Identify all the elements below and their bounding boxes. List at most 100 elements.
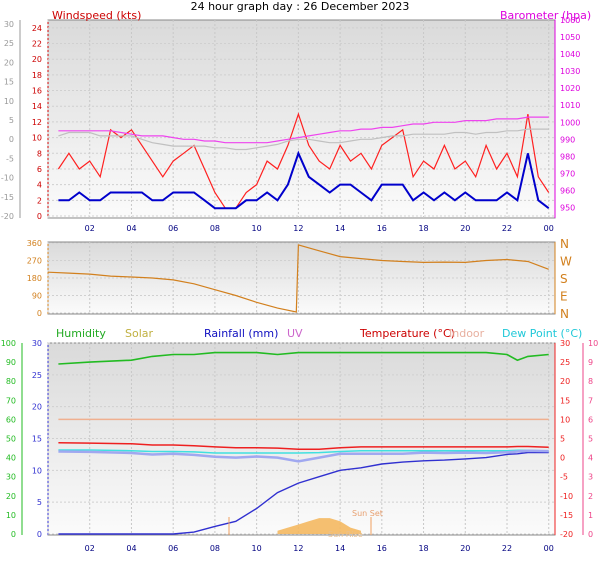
barometer-tick-950: 950 bbox=[560, 203, 575, 212]
x-tick-label-06: 06 bbox=[168, 544, 178, 553]
x-tick-label-14: 14 bbox=[335, 224, 345, 233]
barometer-tick-1030: 1030 bbox=[560, 67, 580, 76]
gust-tick-0: 0 bbox=[9, 135, 14, 144]
rainfall-label: Rainfall (mm) bbox=[204, 327, 278, 340]
x-tick-label-22: 22 bbox=[502, 544, 512, 553]
x-tick-label-02: 02 bbox=[85, 544, 95, 553]
rainfall-tick-10: 10 bbox=[32, 466, 42, 475]
x-tick-label-08: 08 bbox=[210, 544, 220, 553]
windspeed-tick-8: 8 bbox=[37, 149, 42, 158]
barometer-tick-1050: 1050 bbox=[560, 33, 580, 42]
uv-label: UV bbox=[287, 327, 303, 340]
multi-series bbox=[58, 351, 549, 535]
temperature-tick-0: 0 bbox=[560, 454, 565, 463]
barometer-tick-980: 980 bbox=[560, 152, 575, 161]
temperature-tick-5: 5 bbox=[560, 435, 565, 444]
x-tick-label-20: 20 bbox=[460, 544, 470, 553]
barometer-tick-1040: 1040 bbox=[560, 50, 580, 59]
uv-tick-6: 6 bbox=[588, 415, 593, 424]
direction-series bbox=[47, 244, 549, 313]
direction-tick-270: 270 bbox=[27, 257, 42, 266]
wind-series bbox=[57, 112, 550, 210]
multi-x-ticks: 02 04 06 08 10 12 14 16 18 20 22 00 bbox=[85, 544, 554, 553]
x-tick-label-06: 06 bbox=[168, 224, 178, 233]
rainfall-tick-25: 25 bbox=[32, 371, 42, 380]
windspeed-axis-label: Windspeed (kts) bbox=[52, 9, 141, 22]
humidity-tick-30: 30 bbox=[6, 473, 16, 482]
rain-line bbox=[58, 451, 549, 535]
x-tick-label-18: 18 bbox=[418, 224, 428, 233]
direction-tick-180: 180 bbox=[27, 274, 42, 283]
gust-line bbox=[58, 128, 549, 151]
dew-line bbox=[58, 449, 549, 454]
uv-tick-5: 5 bbox=[588, 435, 593, 444]
temperature-tick--5: -5 bbox=[560, 473, 568, 482]
rainfall-tick-30: 30 bbox=[32, 339, 42, 348]
compass-label-W: W bbox=[560, 255, 572, 269]
windspeed-tick-4: 4 bbox=[37, 181, 42, 190]
x-tick-label-14: 14 bbox=[335, 544, 345, 553]
humidity-tick-10: 10 bbox=[6, 511, 16, 520]
x-tick-label-16: 16 bbox=[377, 544, 387, 553]
graph-title: 24 hour graph day : 26 December 2023 bbox=[191, 0, 410, 13]
humidity-tick-70: 70 bbox=[6, 396, 16, 405]
gust-tick--5: -5 bbox=[6, 154, 14, 163]
uv-tick-0: 0 bbox=[588, 530, 593, 539]
windspeed-tick-12: 12 bbox=[32, 118, 42, 127]
multi-ticks: 0510152025300102030405060708090100-20-15… bbox=[1, 339, 598, 539]
barometer-tick-970: 970 bbox=[560, 169, 575, 178]
temperature-tick-15: 15 bbox=[560, 396, 570, 405]
uv-tick-3: 3 bbox=[588, 473, 593, 482]
uv-tick-8: 8 bbox=[588, 377, 593, 386]
x-tick-label-12: 12 bbox=[293, 544, 303, 553]
gust-tick-25: 25 bbox=[4, 39, 14, 48]
barometer-tick-990: 990 bbox=[560, 135, 575, 144]
rainfall-tick-5: 5 bbox=[37, 498, 42, 507]
temperature-tick--20: -20 bbox=[560, 530, 573, 539]
windspeed-tick-2: 2 bbox=[37, 196, 42, 205]
x-tick-label-18: 18 bbox=[418, 544, 428, 553]
windavg-line bbox=[58, 150, 550, 210]
temp-line bbox=[58, 441, 549, 450]
barometer-line bbox=[58, 116, 549, 144]
humidity-label: Humidity bbox=[56, 327, 106, 340]
solar-area bbox=[277, 518, 361, 534]
rainfall-tick-20: 20 bbox=[32, 403, 42, 412]
x-tick-label-04: 04 bbox=[126, 224, 136, 233]
x-tick-label-10: 10 bbox=[252, 544, 262, 553]
barometer-tick-1010: 1010 bbox=[560, 101, 580, 110]
x-tick-label-22: 22 bbox=[502, 224, 512, 233]
rainfall-tick-0: 0 bbox=[37, 530, 42, 539]
gust-tick-5: 5 bbox=[9, 116, 14, 125]
tempgray-line bbox=[58, 449, 549, 463]
uv-tick-9: 9 bbox=[588, 358, 593, 367]
humidity-line bbox=[58, 351, 549, 365]
temperature-tick-25: 25 bbox=[560, 358, 570, 367]
humidity-tick-100: 100 bbox=[1, 339, 16, 348]
humidity-tick-50: 50 bbox=[6, 435, 16, 444]
x-tick-label-16: 16 bbox=[377, 224, 387, 233]
windspeed-tick-0: 0 bbox=[37, 212, 42, 221]
dewpoint-label: Dew Point (°C) bbox=[502, 327, 582, 340]
temperature-tick--10: -10 bbox=[560, 492, 573, 501]
wind-panel-bg bbox=[47, 19, 556, 219]
direction-tick-360: 360 bbox=[27, 239, 42, 248]
sun-rise-annotation: Sun Rise bbox=[328, 530, 363, 539]
windspeed-tick-20: 20 bbox=[32, 55, 42, 64]
barometer-axis-label: Barometer (hpa) bbox=[500, 9, 591, 22]
windspeed-tick-6: 6 bbox=[37, 165, 42, 174]
x-tick-label-00: 00 bbox=[544, 544, 554, 553]
humidity-tick-0: 0 bbox=[11, 530, 16, 539]
gust-tick-10: 10 bbox=[4, 97, 14, 106]
windspeed-tick-14: 14 bbox=[32, 102, 42, 111]
windspeed-tick-18: 18 bbox=[32, 71, 42, 80]
x-tick-label-02: 02 bbox=[85, 224, 95, 233]
sun-set-annotation: Sun Set bbox=[352, 509, 383, 518]
windspeed-tick-22: 22 bbox=[32, 40, 42, 49]
gust-tick-20: 20 bbox=[4, 58, 14, 67]
barometer-tick-960: 960 bbox=[560, 186, 575, 195]
temperature-tick-10: 10 bbox=[560, 415, 570, 424]
barometer-tick-1060: 1060 bbox=[560, 16, 580, 25]
